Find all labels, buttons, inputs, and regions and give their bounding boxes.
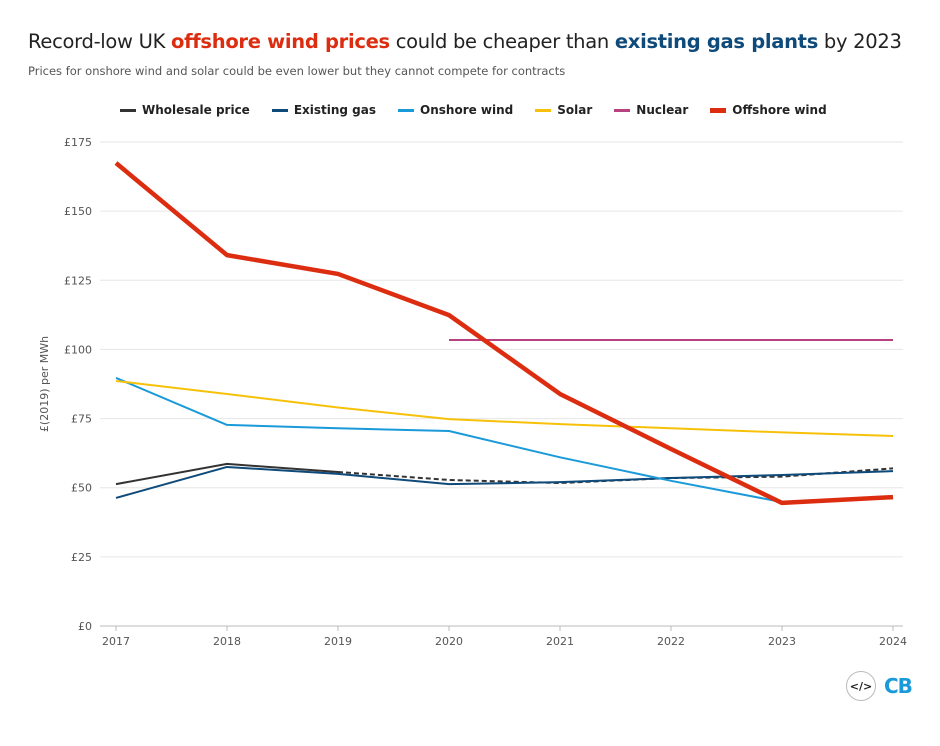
legend-label: Wholesale price xyxy=(142,103,250,117)
title-text: could be cheaper than xyxy=(389,30,615,53)
y-tick-label: £125 xyxy=(64,274,92,287)
x-tick-label: 2024 xyxy=(879,635,907,648)
legend-label: Solar xyxy=(557,103,593,117)
title-highlight-gas: existing gas plants xyxy=(614,30,819,53)
series-line-wholesale-price-projected xyxy=(337,467,894,485)
legend-swatch xyxy=(535,108,552,112)
y-tick-label: £175 xyxy=(64,136,92,149)
legend-label: Nuclear xyxy=(636,103,689,117)
title-text: Record-low UK xyxy=(28,30,171,53)
series-line-offshore-wind xyxy=(114,161,894,506)
y-tick-label: £25 xyxy=(71,551,92,564)
legend-item-existing-gas: Existing gas xyxy=(271,103,377,117)
legend-swatch xyxy=(398,108,415,112)
legend-swatch xyxy=(120,108,136,112)
title-text: by 2023 xyxy=(818,30,902,53)
series-line-solar xyxy=(115,379,894,437)
y-tick-label: £100 xyxy=(64,343,92,356)
series-line-existing-gas xyxy=(115,465,894,499)
y-axis-label: £(2019) per MWh xyxy=(38,336,51,432)
embed-code-icon[interactable]: </> xyxy=(846,671,876,701)
legend-swatch xyxy=(614,108,631,112)
y-tick-label: £75 xyxy=(71,413,92,426)
y-tick-label: £50 xyxy=(71,482,92,495)
legend-label: Existing gas xyxy=(293,103,377,117)
x-tick-label: 2017 xyxy=(102,635,130,648)
legend-swatch xyxy=(710,107,727,113)
logo: </> CB xyxy=(846,671,913,701)
legend-item-wholesale-price: Wholesale price xyxy=(120,103,250,117)
legend-item-onshore-wind: Onshore wind xyxy=(398,103,513,117)
legend: Wholesale price Existing gas Onshore wind S… xyxy=(120,103,827,117)
legend-label: Offshore wind xyxy=(732,103,827,117)
x-tick-label: 2022 xyxy=(657,635,685,648)
chart-subtitle: Prices for onshore wind and solar could … xyxy=(28,64,566,78)
y-tick-label: £0 xyxy=(78,620,92,633)
legend-item-nuclear: Nuclear xyxy=(614,103,688,117)
carbon-brief-logo: CB xyxy=(884,674,913,698)
legend-label: Onshore wind xyxy=(420,103,514,117)
legend-item-solar: Solar xyxy=(535,103,592,117)
x-tick-label: 2019 xyxy=(324,635,352,648)
x-tick-label: 2018 xyxy=(213,635,241,648)
y-tick-label: £150 xyxy=(64,205,92,218)
legend-swatch xyxy=(271,108,288,112)
title-highlight-offshore: offshore wind prices xyxy=(170,30,390,53)
x-tick-label: 2023 xyxy=(768,635,796,648)
x-tick-label: 2020 xyxy=(435,635,463,648)
x-tick-label: 2021 xyxy=(546,635,574,648)
chart-title: Record-low UK offshore wind prices could… xyxy=(28,30,902,53)
legend-item-offshore-wind: Offshore wind xyxy=(710,103,827,117)
